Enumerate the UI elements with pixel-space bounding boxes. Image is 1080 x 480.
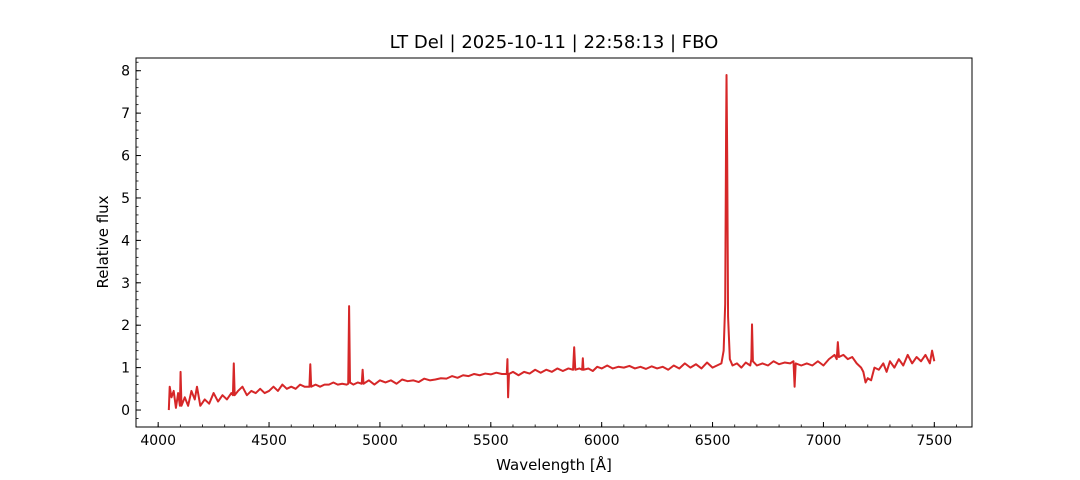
plot-frame [135, 57, 973, 428]
x-tick-label: 7000 [806, 433, 842, 449]
spectrum-line [167, 73, 936, 411]
y-tick-label: 5 [121, 191, 130, 207]
x-tick-label: 6500 [695, 433, 731, 449]
chart-title: LT Del | 2025-10-11 | 22:58:13 | FBO [390, 32, 719, 53]
y-tick-label: 1 [121, 361, 130, 377]
y-tick-label: 3 [121, 276, 130, 292]
y-tick-label: 2 [121, 318, 130, 334]
y-tick-label: 4 [121, 233, 130, 249]
x-tick-label: 6000 [584, 433, 620, 449]
y-tick-label: 7 [121, 106, 130, 122]
y-tick-label: 6 [121, 149, 130, 165]
y-tick-label: 0 [121, 403, 130, 419]
x-tick-label: 5000 [362, 433, 398, 449]
x-axis-label: Wavelength [Å] [496, 455, 612, 474]
y-tick-label: 8 [121, 64, 130, 80]
x-tick-label: 5500 [473, 433, 509, 449]
x-tick-label: 4000 [140, 433, 176, 449]
x-tick-label: 4500 [251, 433, 287, 449]
x-tick-label: 7500 [916, 433, 952, 449]
y-axis-label: Relative flux [94, 195, 112, 288]
